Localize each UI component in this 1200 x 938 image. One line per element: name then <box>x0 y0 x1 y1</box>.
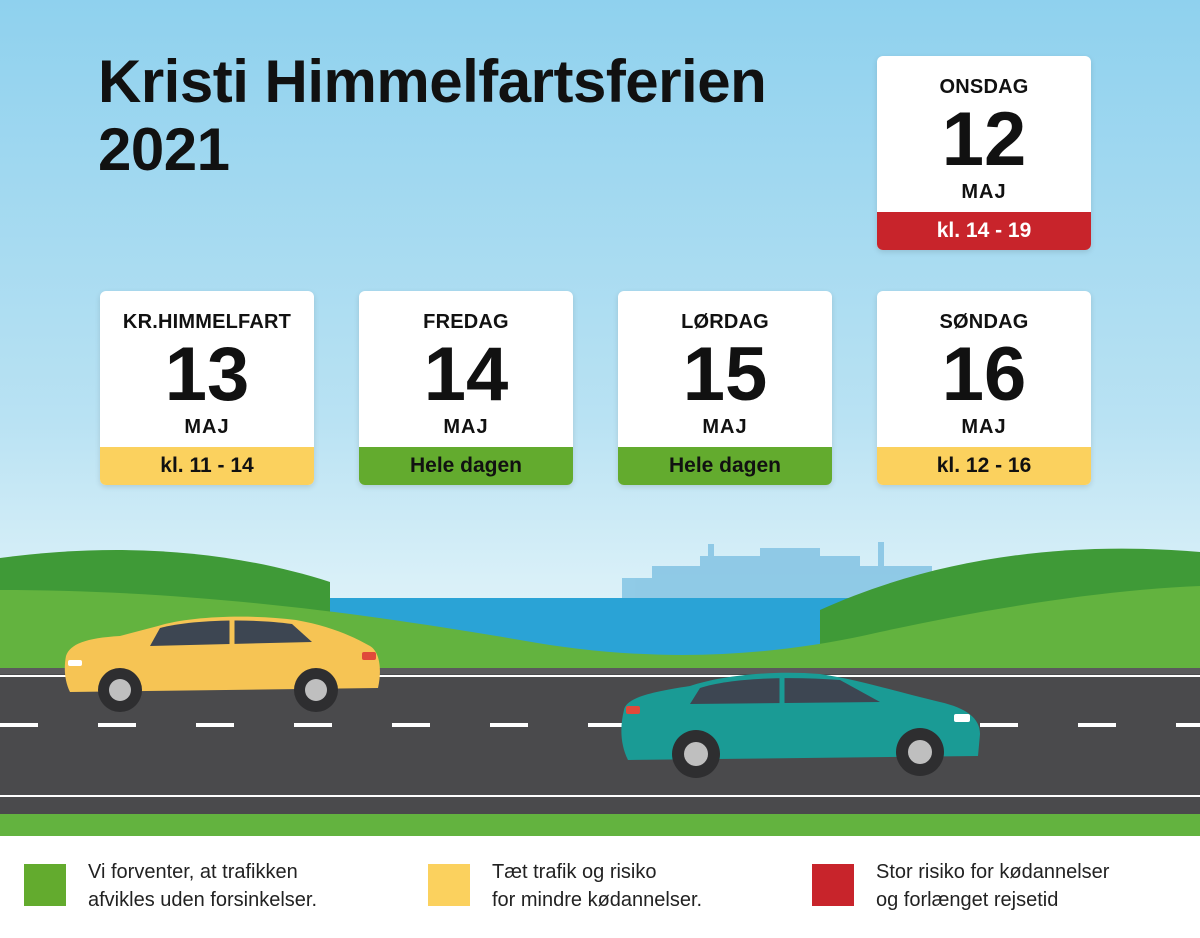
day-month: MAJ <box>961 416 1007 438</box>
traffic-time-badge: kl. 11 - 14 <box>100 447 314 485</box>
legend-line: for mindre kødannelser. <box>492 889 703 911</box>
legend-line: Tæt trafik og risiko <box>492 861 657 883</box>
legend-line: og forlænget rejsetid <box>876 889 1059 911</box>
legend-item-red: Stor risiko for kødannelser og forlænget… <box>812 858 1109 914</box>
day-card-wednesday: ONSDAG 12 MAJ kl. 14 - 19 <box>877 56 1091 250</box>
day-name: ONSDAG <box>939 76 1029 98</box>
day-month: MAJ <box>184 416 230 438</box>
legend: Vi forventer, at trafikken afvikles uden… <box>0 836 1200 938</box>
legend-line: afvikles uden forsinkelser. <box>88 889 318 911</box>
legend-line: Vi forventer, at trafikken <box>88 861 298 883</box>
traffic-time-badge: kl. 12 - 16 <box>877 447 1091 485</box>
grass-strip <box>0 814 1200 836</box>
day-month: MAJ <box>961 181 1007 203</box>
title-line-1: Kristi Himmelfartsferien <box>98 48 767 115</box>
teal-car-icon <box>621 672 980 778</box>
page-title: Kristi Himmelfartsferien 2021 <box>98 48 767 184</box>
day-card-saturday: LØRDAG 15 MAJ Hele dagen <box>618 291 832 485</box>
day-month: MAJ <box>443 416 489 438</box>
day-card-friday: FREDAG 14 MAJ Hele dagen <box>359 291 573 485</box>
day-name: KR.HIMMELFART <box>122 311 292 333</box>
traffic-time-badge: Hele dagen <box>359 447 573 485</box>
day-month: MAJ <box>702 416 748 438</box>
day-number: 16 <box>941 332 1027 417</box>
road-scene <box>0 542 1200 836</box>
legend-item-green: Vi forventer, at trafikken afvikles uden… <box>24 858 317 914</box>
legend-item-yellow: Tæt trafik og risiko for mindre kødannel… <box>428 858 702 914</box>
title-line-2: 2021 <box>98 116 230 183</box>
legend-swatch-red <box>812 864 854 906</box>
legend-text: Vi forventer, at trafikken afvikles uden… <box>88 858 317 914</box>
day-number: 15 <box>682 332 768 417</box>
legend-line: Stor risiko for kødannelser <box>876 861 1110 883</box>
day-number: 14 <box>423 332 509 417</box>
day-number: 12 <box>941 97 1027 182</box>
legend-swatch-yellow <box>428 864 470 906</box>
traffic-time-badge: Hele dagen <box>618 447 832 485</box>
traffic-time-badge: kl. 14 - 19 <box>877 212 1091 250</box>
road <box>0 668 1200 814</box>
legend-text: Stor risiko for kødannelser og forlænget… <box>876 858 1109 914</box>
legend-swatch-green <box>24 864 66 906</box>
day-name: SØNDAG <box>939 311 1029 333</box>
day-number: 13 <box>164 332 250 417</box>
day-card-thursday: KR.HIMMELFART 13 MAJ kl. 11 - 14 <box>100 291 314 485</box>
day-name: LØRDAG <box>681 311 769 333</box>
day-card-sunday: SØNDAG 16 MAJ kl. 12 - 16 <box>877 291 1091 485</box>
yellow-car-icon <box>64 616 380 712</box>
legend-text: Tæt trafik og risiko for mindre kødannel… <box>492 858 702 914</box>
day-name: FREDAG <box>423 311 509 333</box>
